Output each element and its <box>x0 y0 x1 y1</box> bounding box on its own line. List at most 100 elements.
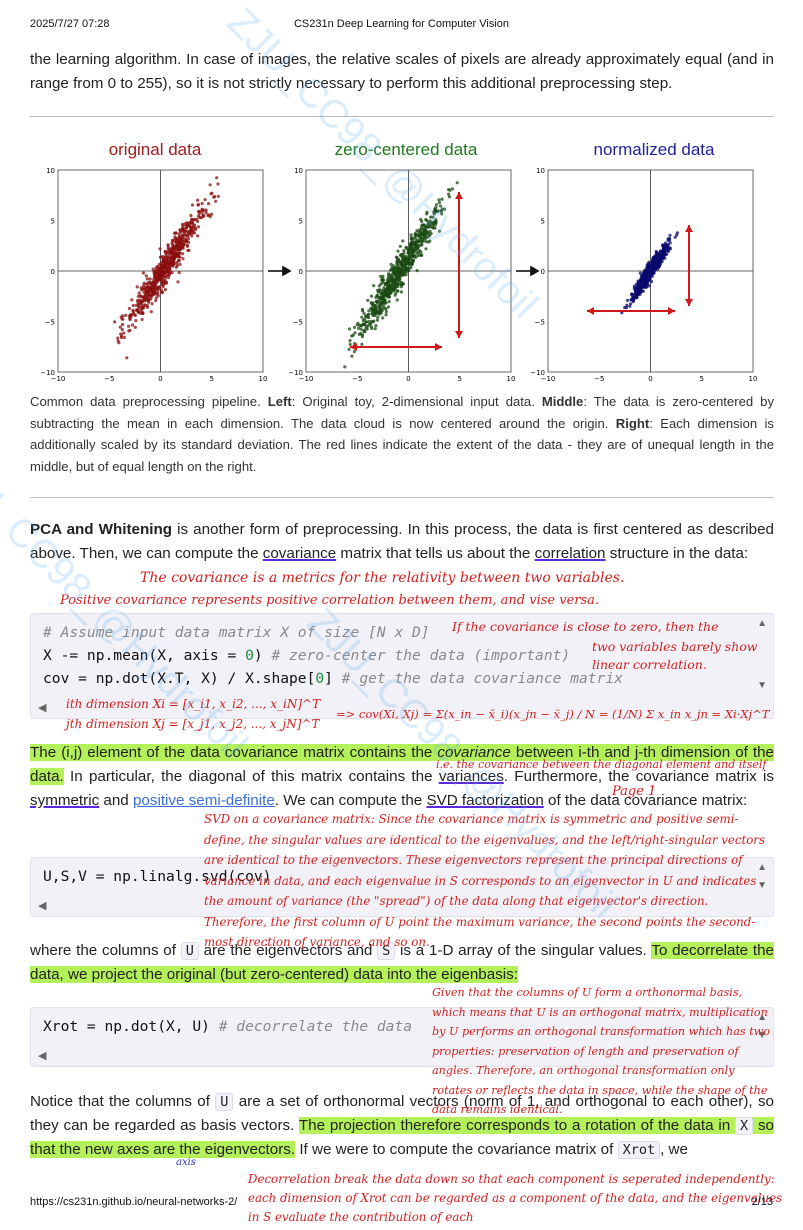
code-line: cov = np.dot(X.T, X) / X.shape[0] # get … <box>43 670 623 687</box>
data-point <box>144 274 148 278</box>
data-point <box>396 249 400 253</box>
scroll-up-icon[interactable]: ▲ <box>757 618 767 629</box>
data-point <box>200 201 204 206</box>
data-point <box>137 291 141 295</box>
data-point <box>424 240 428 244</box>
data-point <box>640 278 644 282</box>
data-point <box>411 246 415 251</box>
scroll-down-icon[interactable]: ▼ <box>757 1030 767 1041</box>
data-point <box>189 213 193 218</box>
data-point <box>216 182 220 186</box>
scroll-up-icon[interactable]: ▲ <box>757 862 767 873</box>
data-point <box>450 187 454 191</box>
intro-paragraph: the learning algorithm. In case of image… <box>30 51 774 92</box>
data-point <box>135 285 139 289</box>
scroll-down-icon[interactable]: ▼ <box>757 880 767 891</box>
data-point <box>181 257 185 261</box>
data-point <box>666 249 671 253</box>
data-point <box>660 259 664 264</box>
data-point <box>210 212 214 216</box>
data-point <box>387 280 391 284</box>
data-point <box>404 265 408 269</box>
code-line: # Assume input data matrix X of size [N … <box>43 624 430 641</box>
data-point <box>384 310 388 314</box>
data-point <box>387 283 391 287</box>
data-point <box>651 261 655 265</box>
code-block-svd[interactable]: U,S,V = np.linalg.svd(cov) ▲ ▼ ◀ <box>30 857 774 917</box>
positive-semi-definite-link[interactable]: positive semi-definite <box>132 792 275 809</box>
data-point <box>174 231 178 235</box>
data-point <box>376 315 380 319</box>
scroll-up-icon[interactable]: ▲ <box>757 1012 767 1023</box>
annotation-xi-vector: ith dimension Xi = [x_i1, x_i2, ..., x_i… <box>66 697 321 711</box>
data-point <box>366 324 370 328</box>
data-point <box>166 243 170 247</box>
data-point <box>641 289 645 293</box>
data-point <box>177 251 181 255</box>
tick-label: 5 <box>210 375 214 383</box>
data-point <box>186 237 190 241</box>
data-point <box>433 226 437 230</box>
scroll-left-icon[interactable]: ◀ <box>38 1050 47 1062</box>
code-block-covariance[interactable]: # Assume input data matrix X of size [N … <box>30 613 774 719</box>
data-point <box>196 203 200 207</box>
data-point <box>380 300 384 304</box>
data-point <box>142 296 147 300</box>
scroll-left-icon[interactable]: ◀ <box>38 900 47 912</box>
extent-arrow-icon <box>587 307 675 315</box>
code-line: U,S,V = np.linalg.svd(cov) <box>43 868 272 885</box>
data-point <box>156 294 160 298</box>
scroll-left-icon[interactable]: ◀ <box>38 702 47 714</box>
data-point <box>347 347 351 351</box>
data-point <box>424 218 428 222</box>
code-block-decorrelate[interactable]: Xrot = np.dot(X, U) # decorrelate the da… <box>30 1007 774 1067</box>
data-point <box>140 317 144 322</box>
data-point <box>348 339 352 343</box>
tick-label: 10 <box>507 375 516 383</box>
scroll-down-icon[interactable]: ▼ <box>757 680 767 691</box>
data-point <box>656 257 660 261</box>
data-point <box>364 320 368 324</box>
data-point <box>178 240 182 244</box>
data-point <box>133 325 137 329</box>
data-point <box>410 260 414 264</box>
data-point <box>659 251 663 255</box>
data-point <box>164 263 168 267</box>
data-point <box>629 302 633 306</box>
data-point <box>185 229 189 233</box>
data-point <box>156 279 160 283</box>
data-point <box>353 331 357 335</box>
data-point <box>434 218 438 222</box>
data-point <box>193 226 198 230</box>
data-point <box>377 284 381 288</box>
data-point <box>392 270 396 274</box>
data-point <box>160 281 165 285</box>
data-point <box>120 322 125 327</box>
data-point <box>135 308 139 312</box>
print-title: CS231n Deep Learning for Computer Vision <box>293 18 510 30</box>
panel-title-normalized: normalized data <box>594 140 716 159</box>
data-point <box>372 319 376 323</box>
data-point <box>384 292 388 296</box>
data-point <box>152 284 156 288</box>
data-point <box>423 224 427 228</box>
data-point <box>199 216 204 220</box>
annotation-covariance-definition: The covariance is a metrics for the rela… <box>140 570 625 586</box>
data-point <box>400 283 404 287</box>
data-point <box>352 325 357 329</box>
data-point <box>152 277 156 281</box>
data-point <box>420 232 424 236</box>
data-point <box>377 304 381 308</box>
data-point <box>626 298 630 302</box>
data-point <box>437 229 442 233</box>
data-point <box>375 318 379 322</box>
data-point <box>637 285 642 289</box>
data-point <box>366 298 370 302</box>
data-point <box>181 252 185 256</box>
data-point <box>370 301 374 305</box>
data-point <box>654 266 658 270</box>
data-point <box>179 245 183 250</box>
data-point <box>427 225 431 229</box>
data-point <box>130 323 135 327</box>
data-point <box>120 327 124 332</box>
